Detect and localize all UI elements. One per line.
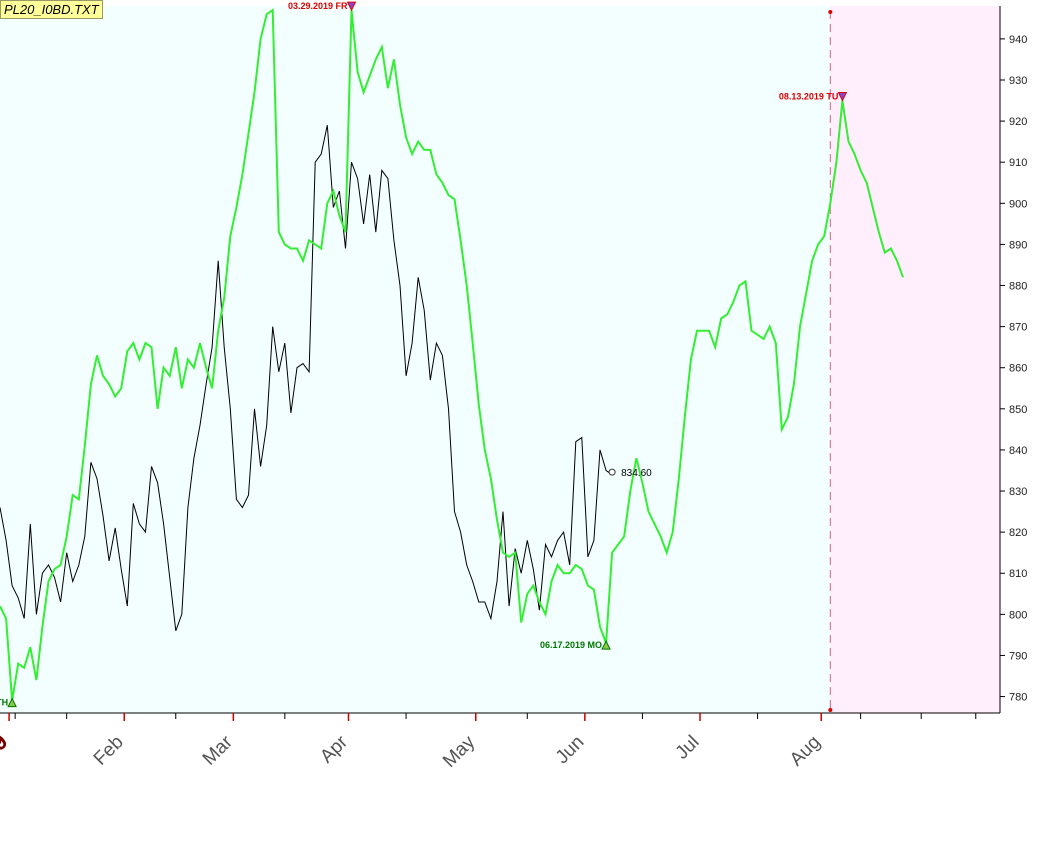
y-tick-label: 860 <box>1009 363 1027 375</box>
trough-date-label: 06.17.2019 MO <box>540 640 602 650</box>
trough-marker <box>7 697 17 708</box>
year-label: 2019 <box>0 728 13 783</box>
y-tick-label: 840 <box>1009 445 1027 457</box>
trough-date-label: TH <box>0 698 8 708</box>
month-label: Jun <box>552 732 589 769</box>
forecast-divider-dot-bottom <box>828 708 833 712</box>
forecast-divider-dot-top <box>828 10 833 14</box>
month-label: Apr <box>316 731 352 767</box>
y-tick-label: 930 <box>1009 75 1027 87</box>
y-tick-label: 890 <box>1009 239 1027 251</box>
y-tick-label: 870 <box>1009 322 1027 334</box>
last-price-label: 834.60 <box>621 468 652 479</box>
y-tick-label: 900 <box>1009 198 1027 210</box>
y-tick-label: 790 <box>1009 650 1027 662</box>
peak-date-label: 03.29.2019 FR <box>288 1 348 11</box>
month-label: Aug <box>786 732 825 771</box>
y-tick-label: 850 <box>1009 404 1027 416</box>
y-tick-label: 910 <box>1009 157 1027 169</box>
peak-marker <box>346 1 357 12</box>
month-label: Mar <box>199 731 237 769</box>
peak-date-label: 08.13.2019 TU <box>779 92 839 102</box>
y-tick-label: 940 <box>1009 34 1027 46</box>
forecast-background <box>830 6 1000 713</box>
forecast-green-line <box>0 8 904 701</box>
month-label: May <box>439 731 480 772</box>
y-tick-label: 920 <box>1009 116 1027 128</box>
last-price-dot <box>608 468 616 476</box>
y-tick-label: 780 <box>1009 692 1027 704</box>
month-label: Feb <box>90 732 128 770</box>
plot-background <box>0 6 831 713</box>
y-tick-label: 830 <box>1009 486 1027 498</box>
y-tick-label: 820 <box>1009 527 1027 539</box>
month-label: Jul <box>672 732 704 764</box>
peak-marker <box>837 92 848 102</box>
y-tick-label: 810 <box>1009 568 1027 580</box>
file-label: PL20_I0BD.TXT <box>0 0 103 19</box>
price-line <box>0 125 613 631</box>
trough-marker <box>601 640 611 650</box>
y-tick-label: 800 <box>1009 609 1027 621</box>
y-tick-label: 880 <box>1009 281 1027 293</box>
